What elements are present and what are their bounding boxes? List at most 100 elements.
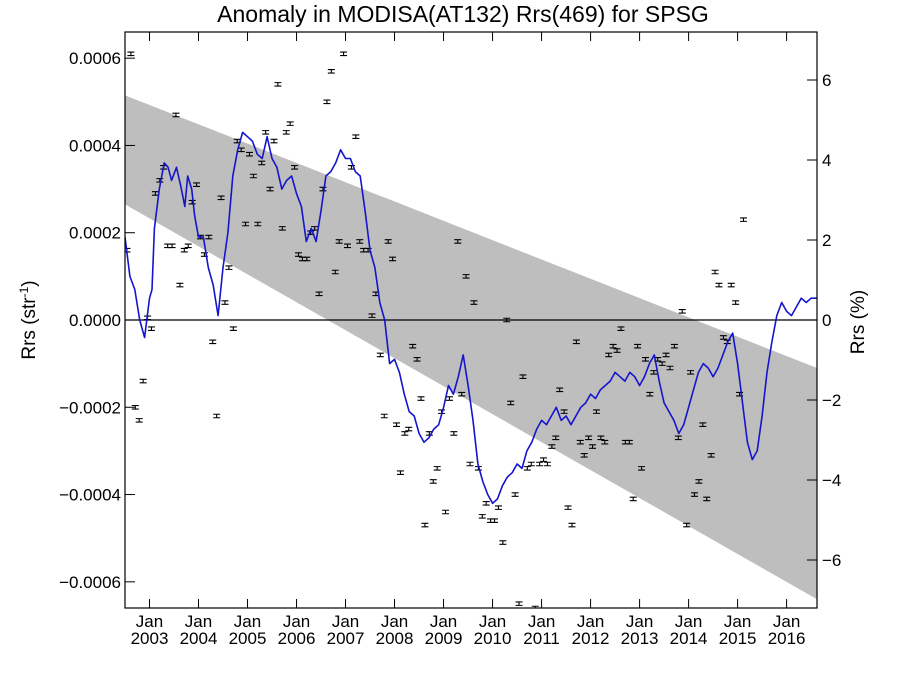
error-bar [172,112,180,118]
error-bar [478,514,486,519]
data-point [576,439,584,445]
data-point [552,435,560,441]
data-point [519,374,527,380]
data-point [193,182,201,188]
data-point [294,252,302,257]
error-bar [543,461,551,467]
x-tick-year-label: 2007 [327,629,365,648]
x-tick-year-label: 2010 [474,629,512,648]
y-left-tick-label: 0.0000 [69,311,121,330]
x-tick-month-label: Jan [332,612,359,631]
error-bar [450,431,458,436]
x-tick-month-label: Jan [528,612,555,631]
data-point [674,435,682,441]
data-point [254,221,262,227]
error-bar [384,239,392,244]
error-bar [393,422,401,428]
data-point [458,391,466,397]
x-tick-year-label: 2009 [425,629,463,648]
data-point [184,243,192,249]
x-tick-month-label: Jan [185,612,212,631]
chart-title: Anomaly in MODISA(AT132) Rrs(469) for SP… [217,1,709,27]
data-point [409,343,417,349]
data-point [592,409,600,414]
x-tick-year-label: 2004 [180,629,218,648]
data-point [613,348,621,353]
error-bar [258,160,266,166]
data-point [442,509,450,515]
error-bar [739,217,747,222]
error-bar [396,470,404,476]
y-right-tick-label: −2 [822,391,841,410]
data-point [139,378,147,384]
error-bar [389,256,397,262]
data-point [221,300,229,305]
x-tick-month-label: Jan [773,612,800,631]
data-point [703,496,711,502]
error-bar [503,317,511,323]
error-bar [135,418,143,423]
data-point [511,492,519,497]
data-point [303,256,311,262]
error-bar [695,479,703,484]
data-point [151,191,159,196]
error-bar [699,422,707,428]
data-point [491,518,499,524]
data-point [291,164,299,170]
data-point [707,452,715,458]
data-point [368,313,376,318]
error-bar [249,173,257,179]
x-tick-month-label: Jan [381,612,408,631]
y-left-tick-label: 0.0002 [69,224,121,243]
x-tick-month-label: Jan [675,612,702,631]
y-axis-left-label: Rrs (str-1) [17,280,40,359]
data-point [527,461,535,467]
error-bar [429,479,437,484]
data-point [393,422,401,428]
error-bar [270,138,278,144]
data-point [217,195,225,201]
x-tick-month-label: Jan [577,612,604,631]
data-point [319,186,327,192]
error-bar [315,291,323,297]
error-bar [274,82,282,87]
error-bar [147,326,155,332]
data-point [585,435,593,441]
data-point [662,352,670,358]
data-point [454,239,462,244]
error-bar [727,282,735,288]
error-bar [523,466,531,471]
data-point [225,265,233,270]
error-bar [678,308,686,314]
data-point [543,461,551,467]
error-bar [711,269,719,275]
error-bar [368,313,376,318]
error-bar [180,247,188,253]
x-axis: Jan2003Jan2004Jan2005Jan2006Jan2007Jan20… [131,32,806,648]
error-bar [515,601,523,606]
data-point [343,243,351,249]
data-point [503,317,511,323]
data-point [209,339,217,345]
error-bar [482,500,490,506]
error-bar [556,387,564,393]
error-bar [552,435,560,441]
error-bar [531,605,539,608]
data-point [617,326,625,332]
error-bar [589,444,597,449]
error-bar [576,439,584,445]
error-bar [352,134,360,140]
error-bar [205,234,213,240]
error-bar [193,182,201,188]
error-bar [690,492,698,497]
error-bar [609,343,617,349]
data-point [732,300,740,305]
data-point [695,479,703,484]
data-point [327,68,335,74]
data-point [245,151,253,157]
data-point [266,186,274,192]
x-tick-year-label: 2016 [768,629,806,648]
x-tick-month-label: Jan [724,612,751,631]
error-bar [225,265,233,270]
data-point [564,505,572,510]
